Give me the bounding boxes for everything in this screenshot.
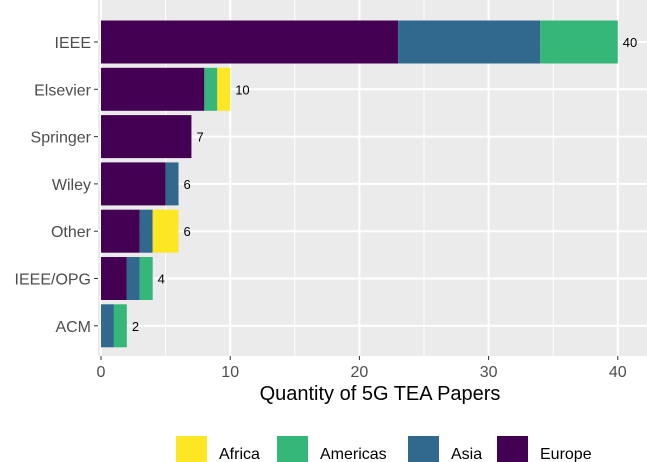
bar-segment-europe — [101, 257, 127, 300]
bar-segment-americas — [139, 257, 153, 300]
bar-segment-europe — [101, 115, 192, 159]
y-tick-label: ACM — [55, 319, 91, 336]
bar-total-label: 2 — [132, 319, 139, 334]
bar-segment-americas — [204, 67, 218, 111]
x-tick-label: 0 — [97, 364, 106, 381]
bar-segment-europe — [101, 20, 399, 64]
bar-segment-africa — [217, 67, 231, 111]
x-axis-tick-labels: 0 10 20 30 40 — [97, 356, 627, 381]
legend-label-americas: Americas — [320, 446, 387, 462]
bar-total-label: 6 — [184, 224, 191, 239]
legend-key-asia — [408, 436, 439, 462]
x-tick-label: 20 — [351, 364, 369, 381]
bar-total-label: 10 — [235, 82, 249, 97]
legend-label-africa: Africa — [219, 446, 260, 462]
bar-segment-europe — [101, 162, 166, 206]
bar-total-label: 4 — [158, 272, 165, 287]
bar-segment-americas — [540, 20, 618, 64]
y-tick-label: IEEE — [55, 35, 91, 52]
legend: Africa Americas Asia Europe — [176, 436, 592, 462]
bar-segment-europe — [101, 67, 205, 111]
legend-key-europe — [497, 436, 528, 462]
y-tick-label: Springer — [31, 130, 92, 147]
legend-key-africa — [176, 436, 207, 462]
bar-segment-europe — [101, 209, 140, 253]
bar-total-labels: 40 10 7 6 6 4 2 — [132, 35, 637, 334]
y-tick-label: Wiley — [52, 177, 91, 194]
bar-segment-asia — [126, 257, 140, 300]
y-axis-tick-labels: IEEE Elsevier Springer Wiley Other IEEE/OPG AC… — [15, 35, 98, 336]
x-tick-label: 30 — [480, 364, 498, 381]
legend-label-europe: Europe — [540, 446, 592, 462]
bar-segment-americas — [113, 304, 127, 348]
y-tick-label: IEEE/OPG — [15, 272, 91, 289]
legend-key-americas — [277, 436, 308, 462]
y-tick-label: Elsevier — [34, 82, 92, 99]
x-tick-label: 40 — [609, 364, 627, 381]
bar-total-label: 40 — [623, 35, 637, 50]
bar-total-label: 6 — [184, 177, 191, 192]
bar-segment-asia — [139, 209, 153, 253]
bar-segment-asia — [101, 304, 114, 348]
x-axis-title: Quantity of 5G TEA Papers — [260, 383, 501, 405]
bar-segment-asia — [398, 20, 541, 64]
bars — [101, 20, 618, 348]
legend-label-asia: Asia — [451, 446, 482, 462]
bar-total-label: 7 — [196, 130, 203, 145]
x-tick-label: 10 — [221, 364, 239, 381]
y-tick-label: Other — [51, 224, 92, 241]
bar-segment-africa — [152, 209, 179, 253]
bar-segment-asia — [165, 162, 179, 206]
